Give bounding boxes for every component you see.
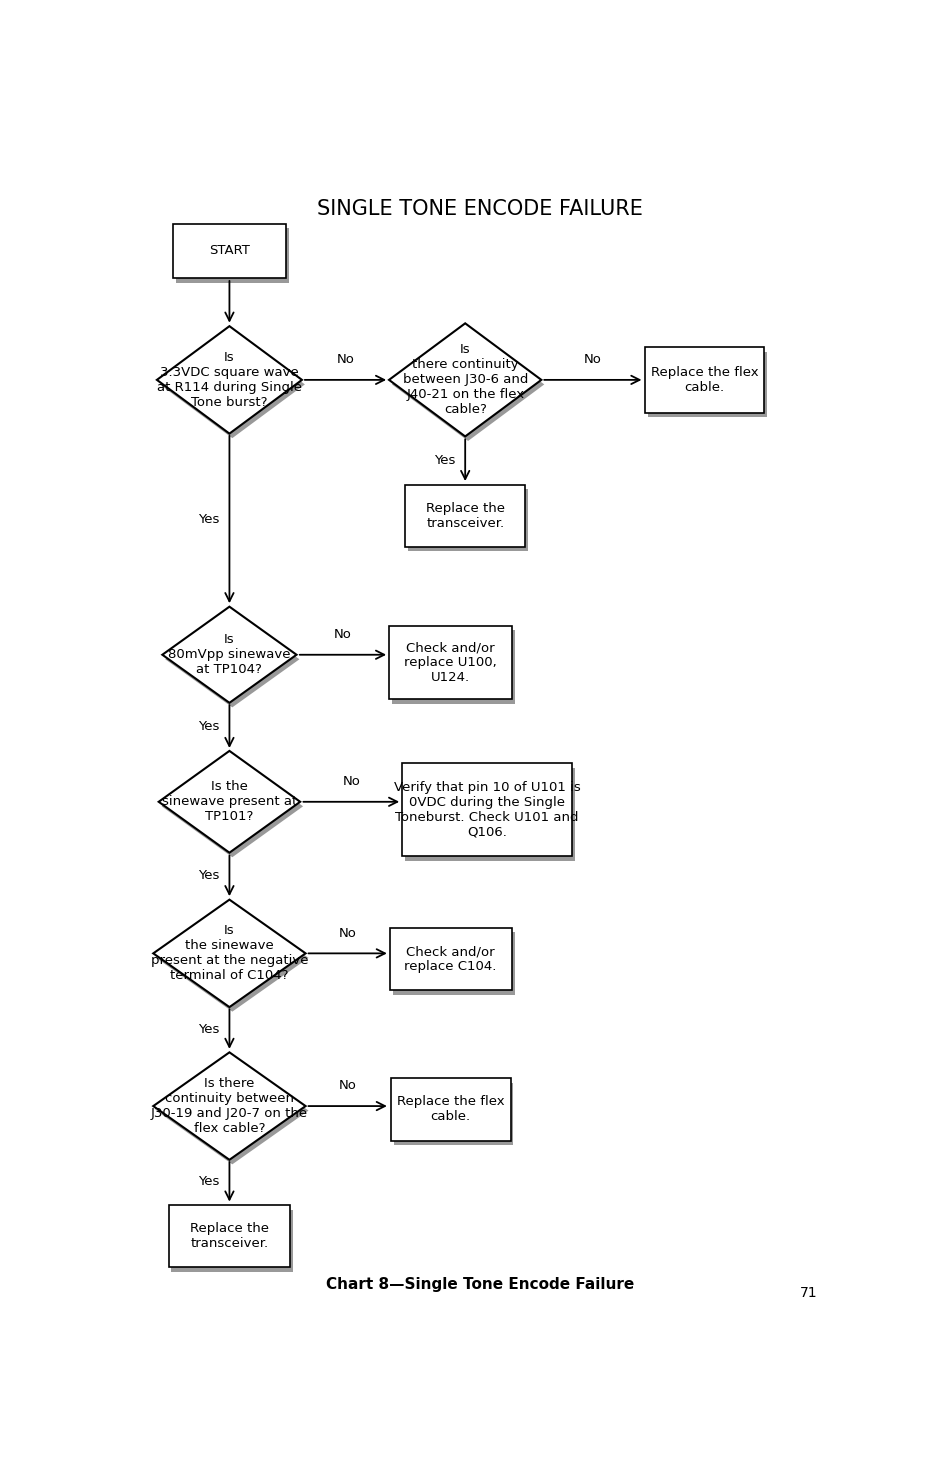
Bar — [168, 1205, 290, 1268]
Text: Yes: Yes — [434, 454, 456, 467]
Text: Is
there continuity
between J30-6 and
J40-21 on the flex
cable?: Is there continuity between J30-6 and J4… — [402, 344, 528, 416]
Text: No: No — [339, 1080, 357, 1093]
Text: Yes: Yes — [198, 513, 220, 526]
Bar — [402, 764, 572, 856]
Text: Check and/or
replace C104.: Check and/or replace C104. — [404, 945, 497, 972]
Text: Replace the flex
cable.: Replace the flex cable. — [651, 366, 758, 394]
Text: Is the
sinewave present at
TP101?: Is the sinewave present at TP101? — [162, 780, 297, 823]
Bar — [176, 228, 288, 282]
Polygon shape — [154, 1052, 306, 1161]
Polygon shape — [156, 1056, 309, 1165]
Text: No: No — [337, 354, 355, 366]
Bar — [391, 1078, 510, 1140]
Text: 71: 71 — [799, 1285, 817, 1300]
Text: No: No — [334, 629, 352, 640]
Text: No: No — [584, 354, 602, 366]
Text: Check and/or
replace U100,
U124.: Check and/or replace U100, U124. — [404, 640, 497, 685]
Text: START: START — [209, 244, 250, 257]
Bar — [408, 489, 528, 551]
Polygon shape — [166, 611, 300, 708]
Bar — [389, 928, 512, 990]
Polygon shape — [389, 323, 541, 436]
Polygon shape — [157, 326, 302, 433]
Bar — [389, 626, 512, 699]
Text: Yes: Yes — [198, 1022, 220, 1036]
Text: Yes: Yes — [198, 1175, 220, 1188]
Text: Yes: Yes — [198, 720, 220, 733]
Polygon shape — [392, 328, 544, 441]
Polygon shape — [162, 607, 297, 702]
Bar — [405, 485, 525, 546]
Bar — [393, 933, 515, 995]
Polygon shape — [160, 331, 305, 438]
Bar — [173, 223, 285, 278]
Text: Replace the flex
cable.: Replace the flex cable. — [397, 1096, 505, 1124]
Polygon shape — [159, 751, 300, 852]
Text: Yes: Yes — [198, 870, 220, 883]
Text: SINGLE TONE ENCODE FAILURE: SINGLE TONE ENCODE FAILURE — [316, 200, 643, 219]
Bar — [645, 347, 765, 413]
Polygon shape — [156, 903, 309, 1012]
Bar — [171, 1209, 293, 1272]
Text: Verify that pin 10 of U101 is
0VDC during the Single
Toneburst. Check U101 and
Q: Verify that pin 10 of U101 is 0VDC durin… — [393, 780, 580, 839]
Polygon shape — [154, 899, 306, 1008]
Text: Is there
continuity between
J30-19 and J20-7 on the
flex cable?: Is there continuity between J30-19 and J… — [151, 1077, 308, 1136]
Text: No: No — [339, 927, 357, 940]
Bar — [392, 630, 515, 704]
Bar — [394, 1083, 514, 1146]
Text: Replace the
transceiver.: Replace the transceiver. — [426, 501, 505, 530]
Text: Chart 8—Single Tone Encode Failure: Chart 8—Single Tone Encode Failure — [326, 1277, 634, 1293]
Polygon shape — [162, 755, 303, 858]
Text: No: No — [343, 776, 360, 789]
Text: Is
80mVpp sinewave
at TP104?: Is 80mVpp sinewave at TP104? — [168, 633, 291, 676]
Text: Is
the sinewave
present at the negative
terminal of C104?: Is the sinewave present at the negative … — [151, 924, 308, 983]
Bar — [648, 351, 768, 417]
Text: Replace the
transceiver.: Replace the transceiver. — [190, 1222, 269, 1250]
Bar — [404, 768, 575, 861]
Text: Is
3.3VDC square wave
at R114 during Single
Tone burst?: Is 3.3VDC square wave at R114 during Sin… — [157, 351, 302, 408]
